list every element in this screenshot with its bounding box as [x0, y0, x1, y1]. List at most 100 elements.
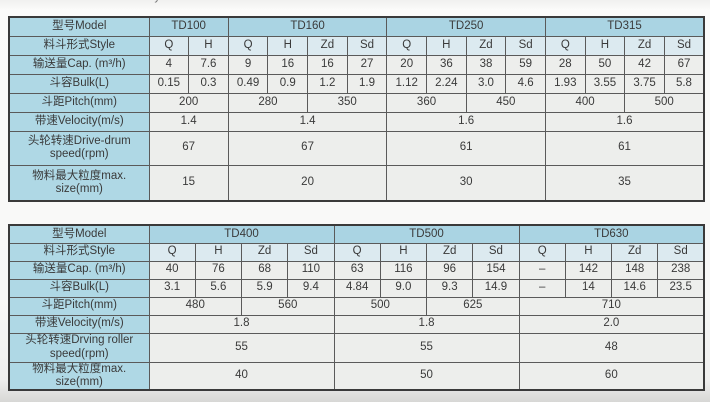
value-cell: 27	[346, 54, 388, 75]
value-cell: 36	[426, 54, 467, 75]
value-cell: 28	[544, 54, 586, 75]
value-cell: 38	[465, 54, 507, 75]
value-cell: 14.9	[472, 278, 520, 298]
value-cell: 625	[426, 296, 520, 316]
value-cell: 1.6	[386, 111, 546, 132]
bucket-style-cell: Q	[227, 35, 269, 56]
value-cell: 110	[287, 260, 335, 280]
value-cell: 42	[624, 54, 665, 75]
value-cell: 5.8	[663, 73, 705, 94]
row-label-cell: 带速Velocity(m/s)	[8, 314, 150, 334]
value-cell: 96	[426, 260, 474, 280]
table-row: 输送量Cap. (m³/h) 40 76 68 110 63 116 96 154–142 148…	[8, 260, 705, 280]
value-cell: 2.0	[518, 314, 705, 334]
row-label-cell: 斗容Bulk(L)	[8, 73, 150, 94]
value-cell: 67	[227, 130, 388, 166]
value-cell: 360	[386, 92, 467, 113]
value-cell: 1.93	[544, 73, 586, 94]
value-cell: 1.4	[148, 111, 229, 132]
bucket-style-cell: Zd	[611, 242, 659, 262]
bucket-style-cell: Zd	[307, 35, 348, 56]
value-cell: 9.0	[379, 278, 428, 298]
value-cell: 14	[564, 278, 613, 298]
value-cell: 4	[148, 54, 190, 75]
value-cell: 55	[333, 332, 520, 363]
value-cell: –	[518, 278, 566, 298]
value-cell: 154	[472, 260, 520, 280]
value-cell: 1.12	[386, 73, 428, 94]
bucket-style-cell: H	[188, 35, 229, 56]
row-label-cell: 料斗形式Style	[8, 35, 150, 56]
value-cell: 0.49	[227, 73, 269, 94]
bucket-style-cell: Sd	[472, 242, 520, 262]
value-cell: 16	[267, 54, 309, 75]
value-cell: 15	[148, 164, 229, 202]
clipped-top-text: is one of the most widely used.	[30, 0, 290, 5]
table-row: 物料最大粒度max. size(mm) 15 20 30 35	[8, 164, 705, 202]
value-cell: 1.9	[346, 73, 388, 94]
bucket-style-cell: Sd	[663, 35, 705, 56]
bucket-style-cell: Zd	[240, 242, 289, 262]
value-cell: 2.24	[426, 73, 467, 94]
value-cell: 1.8	[333, 314, 520, 334]
value-cell: 500	[624, 92, 705, 113]
value-cell: 1.8	[148, 314, 335, 334]
table-row: 头轮转速Drving roller speed(rpm) 55 55 48	[8, 332, 705, 363]
table-row: 型号Model TD100 TD160 TD250 TD315	[8, 16, 705, 37]
value-cell: 0.15	[148, 73, 190, 94]
value-cell: 450	[465, 92, 546, 113]
row-label-cell: 头轮转速Drving roller speed(rpm)	[8, 332, 150, 363]
value-cell: 40	[148, 361, 335, 391]
value-cell: –	[518, 260, 566, 280]
upper-spec-table: 型号Model TD100 TD160 TD250 TD315 料斗形式Style Q H Q H…	[8, 16, 706, 202]
bucket-style-cell: Q	[386, 35, 428, 56]
table-row: 带速Velocity(m/s) 1.4 1.4 1.6 1.6	[8, 111, 705, 132]
bucket-style-cell: Zd	[624, 35, 665, 56]
value-cell: 7.6	[188, 54, 229, 75]
bucket-style-cell: H	[267, 35, 309, 56]
table-row: 型号Model TD400 TD500 TD630	[8, 224, 705, 244]
table-row: 带速Velocity(m/s) 1.8 1.8 2.0	[8, 314, 705, 334]
row-label-cell: 输送量Cap. (m³/h)	[8, 54, 150, 75]
row-label-cell: 型号Model	[8, 224, 150, 244]
value-cell: 350	[307, 92, 388, 113]
model-header-cell: TD100	[148, 16, 229, 37]
value-cell: 4.6	[505, 73, 546, 94]
value-cell: 9	[227, 54, 269, 75]
value-cell: 23.5	[657, 278, 705, 298]
value-cell: 50	[584, 54, 626, 75]
value-cell: 20	[227, 164, 388, 202]
value-cell: 238	[657, 260, 705, 280]
value-cell: 280	[227, 92, 309, 113]
value-cell: 142	[564, 260, 613, 280]
lower-spec-table: 型号Model TD400 TD500 TD630 料斗形式Style Q H Zd Sd Q H Z…	[8, 224, 706, 391]
table-row: 输送量Cap. (m³/h) 4 7.6 9 16 16 27 20 36 38 59 28 50 42 6…	[8, 54, 705, 75]
model-header-cell: TD400	[148, 224, 335, 244]
bucket-style-cell: Sd	[287, 242, 335, 262]
value-cell: 60	[518, 361, 705, 391]
row-label-cell: 型号Model	[8, 16, 150, 37]
table-row: 斗容Bulk(L) 3.1 5.6 5.9 9.4 4.84 9.0 9.3 14.9–14 14…	[8, 278, 705, 298]
value-cell: 3.0	[465, 73, 507, 94]
value-cell: 500	[333, 296, 428, 316]
value-cell: 68	[240, 260, 289, 280]
value-cell: 35	[544, 164, 705, 202]
table-row: 斗距Pitch(mm) 200 280 350 360 450 400 500	[8, 92, 705, 113]
value-cell: 1.6	[544, 111, 705, 132]
value-cell: 14.6	[611, 278, 659, 298]
value-cell: 55	[148, 332, 335, 363]
value-cell: 1.2	[307, 73, 348, 94]
row-label-cell: 料斗形式Style	[8, 242, 150, 262]
bucket-style-cell: Q	[148, 242, 196, 262]
value-cell: 5.9	[240, 278, 289, 298]
value-cell: 480	[148, 296, 242, 316]
bucket-style-cell: Sd	[657, 242, 705, 262]
value-cell: 148	[611, 260, 659, 280]
row-label-cell: 斗容Bulk(L)	[8, 278, 150, 298]
model-header-cell: TD160	[227, 16, 388, 37]
bucket-style-cell: H	[426, 35, 467, 56]
value-cell: 9.3	[426, 278, 474, 298]
row-label-cell: 斗距Pitch(mm)	[8, 296, 150, 316]
bucket-style-cell: Sd	[346, 35, 388, 56]
value-cell: 30	[386, 164, 546, 202]
